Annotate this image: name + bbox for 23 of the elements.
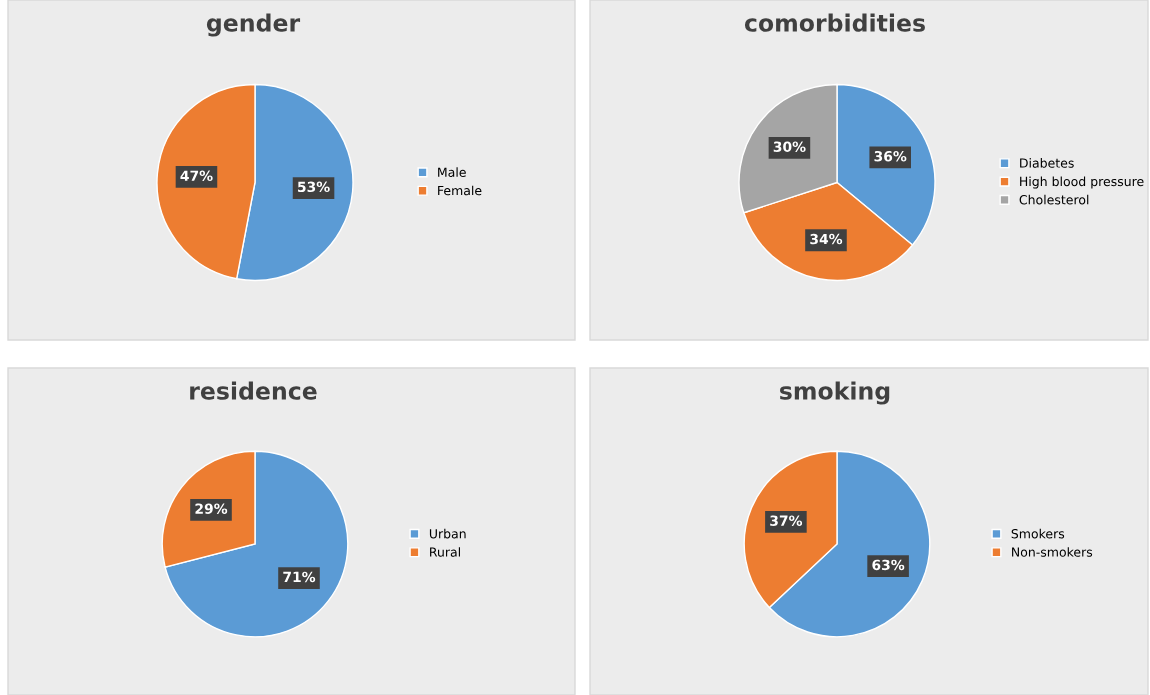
- data-label: 63%: [872, 559, 905, 571]
- data-label: 29%: [195, 503, 228, 514]
- chart-title: residence: [190, 381, 317, 400]
- data-label: 30%: [773, 141, 806, 152]
- pie-slice: [164, 450, 349, 638]
- legend-label: Cholesterol: [1019, 194, 1089, 205]
- legend-label: Smokers: [1011, 528, 1065, 539]
- data-label: 47%: [180, 170, 213, 181]
- legend-label: High blood pressure: [1020, 176, 1144, 189]
- data-label: 71%: [283, 571, 316, 583]
- chart-title: gender: [206, 13, 301, 37]
- chart-title: comorbidities: [744, 13, 925, 32]
- data-label: 37%: [770, 515, 803, 526]
- data-label: 36%: [874, 150, 907, 162]
- legend-label: Urban: [429, 528, 466, 539]
- legend-label: Female: [438, 185, 482, 196]
- chart-title: smoking: [780, 381, 890, 405]
- data-label: 34%: [810, 233, 843, 245]
- legend-label: Male: [438, 167, 466, 177]
- legend-label: Rural: [430, 547, 460, 557]
- legend-label: Diabetes: [1020, 158, 1074, 168]
- legend-label: Non-smokers: [1012, 547, 1093, 557]
- data-label: 53%: [297, 181, 330, 193]
